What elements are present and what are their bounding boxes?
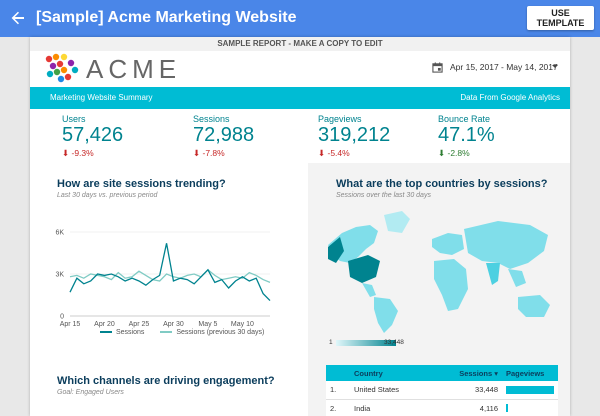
report-title: [Sample] Acme Marketing Website (36, 9, 297, 26)
kpi-delta: ⬇ -2.8% (438, 148, 470, 158)
map-region-alaska (328, 237, 344, 263)
table-header-rank (326, 365, 350, 381)
series-line-previous (69, 268, 271, 284)
row-rank: 2. (326, 399, 350, 416)
kpi-label: Users (62, 114, 86, 124)
x-tick-label: May 5 (198, 321, 217, 328)
pageviews-bar (506, 385, 554, 394)
arrow-down-icon: ⬇ (62, 148, 72, 158)
map-subtitle: Sessions over the last 30 days (336, 192, 431, 199)
banner-title: Marketing Website Summary (50, 93, 153, 102)
summary-banner: Marketing Website Summary Data From Goog… (30, 87, 570, 109)
world-map[interactable] (322, 205, 562, 335)
table-header-sessions[interactable]: Sessions ▾ (430, 365, 502, 381)
row-pageviews (502, 399, 558, 416)
legend-previous: Sessions (previous 30 days) (176, 329, 265, 336)
table-header-row: Country Sessions ▾ Pageviews (326, 365, 558, 381)
table-header-country[interactable]: Country (350, 365, 431, 381)
map-color-scale (336, 340, 396, 346)
row-sessions: 33,448 (430, 381, 502, 400)
x-tick-label: Apr 15 (60, 321, 81, 328)
kpi-delta: ⬇ -9.3% (62, 148, 94, 158)
x-tick-label: May 10 (231, 321, 254, 328)
kpi-value: 72,988 (193, 124, 255, 146)
sample-note: SAMPLE REPORT - MAKE A COPY TO EDIT (30, 37, 570, 51)
logo-wordmark: ACME (86, 54, 182, 84)
channels-title: Which channels are driving engagement? (57, 375, 275, 387)
chart-legend: Sessions Sessions (previous 30 days) (100, 329, 264, 336)
row-pageviews (502, 381, 558, 400)
chevron-down-icon[interactable] (552, 65, 558, 68)
table-row[interactable]: 1. United States 33,448 (326, 381, 558, 400)
series-line-sessions (69, 243, 271, 302)
map-scale-min: 1 (329, 339, 333, 346)
map-region-south-america (374, 297, 398, 333)
row-sessions: 4,116 (430, 399, 502, 416)
map-region-southeast-asia (508, 269, 526, 287)
channels-subtitle: Goal: Engaged Users (57, 389, 124, 396)
pageviews-bar (506, 404, 509, 412)
date-range-picker[interactable]: Apr 15, 2017 - May 14, 2017 (450, 62, 558, 72)
legend-current: Sessions (116, 329, 145, 336)
kpi-delta: ⬇ -5.4% (318, 148, 350, 158)
kpi-value: 57,426 (62, 124, 124, 146)
row-country: India (350, 399, 431, 416)
sort-desc-icon[interactable]: ▾ (494, 368, 498, 378)
map-region-asia (464, 221, 548, 269)
row-country: United States (350, 381, 431, 400)
use-template-button[interactable]: USE TEMPLATE (527, 6, 594, 30)
sessions-chart-title: How are site sessions trending? (57, 178, 226, 190)
report-canvas: SAMPLE REPORT - MAKE A COPY TO EDIT ACME… (30, 37, 570, 416)
kpi-value: 47.1% (438, 124, 495, 146)
x-tick-label: Apr 25 (129, 321, 150, 328)
legend-swatch (100, 331, 112, 334)
banner-source: Data From Google Analytics (460, 93, 560, 102)
map-scale-max: 33,448 (384, 339, 404, 346)
arrow-back-icon[interactable] (8, 8, 28, 28)
map-region-africa (434, 259, 468, 311)
kpi-label: Bounce Rate (438, 114, 491, 124)
kpi-value: 319,212 (318, 124, 391, 146)
map-region-usa (348, 255, 380, 283)
calendar-icon[interactable] (432, 62, 443, 73)
kpi-label: Sessions (193, 114, 230, 124)
arrow-down-icon: ⬇ (318, 148, 328, 158)
x-tick-label: Apr 20 (94, 321, 115, 328)
map-region-australia (518, 295, 550, 317)
row-rank: 1. (326, 381, 350, 400)
sessions-chart-subtitle: Last 30 days vs. previous period (57, 192, 158, 199)
kpi-row: Users 57,426 ⬇ -9.3% Sessions 72,988 ⬇ -… (30, 109, 570, 163)
arrow-down-icon: ⬇ (438, 148, 448, 158)
x-tick-label: Apr 30 (163, 321, 184, 328)
kpi-label: Pageviews (318, 114, 362, 124)
map-region-europe (432, 233, 464, 255)
table-header-pageviews[interactable]: Pageviews (502, 365, 558, 381)
table-row[interactable]: 2. India 4,116 (326, 399, 558, 416)
map-region-central-america (362, 283, 376, 297)
y-tick-label: 3K (55, 272, 64, 279)
y-tick-label: 6K (55, 230, 64, 237)
arrow-down-icon: ⬇ (193, 148, 203, 158)
map-title: What are the top countries by sessions? (336, 178, 548, 190)
y-tick-label: 0 (60, 314, 64, 321)
map-region-greenland (384, 211, 410, 233)
map-region-india (486, 263, 500, 285)
app-header: [Sample] Acme Marketing Website USE TEMP… (0, 0, 600, 37)
acme-logo-icon (45, 53, 79, 83)
legend-swatch (160, 331, 173, 334)
kpi-delta: ⬇ -7.8% (193, 148, 225, 158)
countries-table: Country Sessions ▾ Pageviews 1. United S… (326, 365, 558, 416)
